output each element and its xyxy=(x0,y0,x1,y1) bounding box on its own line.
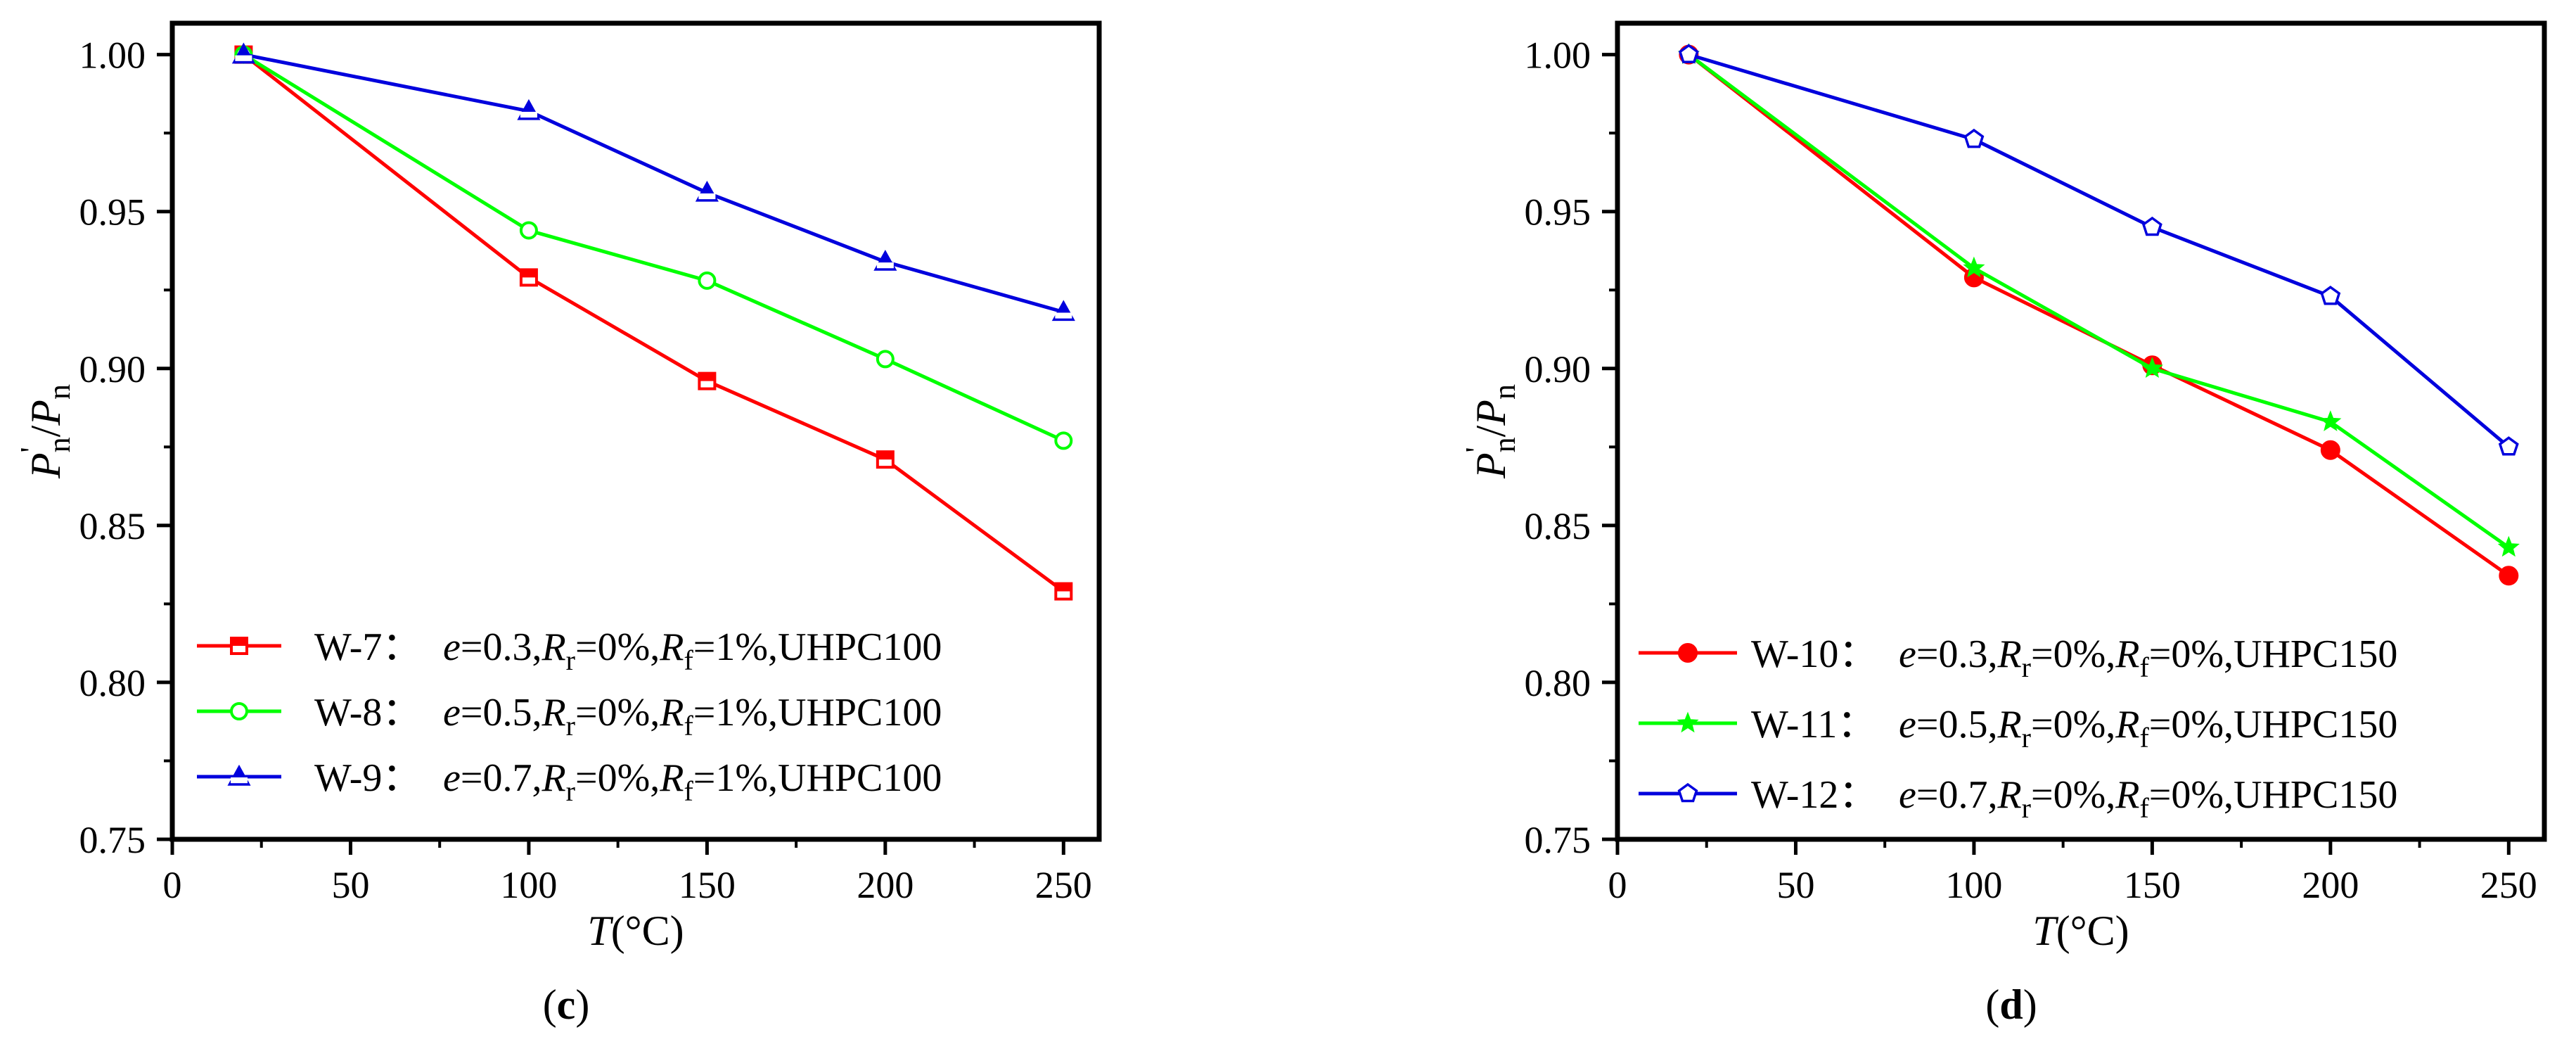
legend-item: W-8： e=0.5,Rr=0%,Rf=1%,UHPC100 xyxy=(197,691,942,742)
marker-circle xyxy=(876,350,895,369)
x-tick-label: 50 xyxy=(331,864,369,906)
marker-triangle-half xyxy=(235,55,252,61)
x-tick-label: 0 xyxy=(1608,864,1627,906)
x-tick-label: 200 xyxy=(2302,864,2359,906)
plot-frame xyxy=(1615,20,2547,842)
marker-star xyxy=(1677,711,1699,733)
y-tick-label: 1.00 xyxy=(1525,34,1591,77)
marker-square-half xyxy=(699,373,715,381)
marker-star xyxy=(1963,256,1985,278)
legend-series-name: W-9： xyxy=(314,756,421,800)
marker-square-half xyxy=(231,638,247,646)
y-tick-label: 0.90 xyxy=(79,348,146,390)
marker-star xyxy=(2141,357,2164,378)
marker-square-half xyxy=(877,452,893,460)
marker-circle xyxy=(2499,566,2519,586)
chart-panel-d: 0 50 100 150 200 250 0.75 0.80 0.85 0.90 0.95 1.00 T… xyxy=(1459,20,2547,1028)
chart-panel-c: 0 50 100 150 200 250 0.75 0.80 0.85 0.90 0.95 1.00 T… xyxy=(14,20,1102,1028)
y-tick-label: 0.85 xyxy=(79,505,146,547)
legend-series-detail: e=0.3,Rr=0%,Rf=1%,UHPC100 xyxy=(443,625,942,676)
x-axis-label: T(°C) xyxy=(2032,908,2129,954)
x-tick-label: 100 xyxy=(1945,864,2002,906)
x-tick-label: 150 xyxy=(679,864,736,906)
series-line xyxy=(243,53,1064,314)
series-line xyxy=(1687,53,2510,578)
legend-series-name: W-11： xyxy=(1751,703,1876,746)
x-tick-label: 250 xyxy=(2480,864,2537,906)
legend-item: W-7： e=0.3,Rr=0%,Rf=1%,UHPC100 xyxy=(197,625,942,676)
legend-series-detail: e=0.7,Rr=0%,Rf=1%,UHPC100 xyxy=(443,756,942,807)
marker-pentagon xyxy=(1677,782,1698,803)
legend-item: W-11： e=0.5,Rr=0%,Rf=0%,UHPC150 xyxy=(1639,703,2397,753)
y-axis-label: P'n/Pn xyxy=(1459,384,1522,479)
marker-pentagon xyxy=(2320,286,2341,305)
y-tick-label: 0.90 xyxy=(1525,348,1591,390)
series-line xyxy=(1688,53,2510,449)
marker-pentagon xyxy=(1678,44,1699,63)
marker-square-half xyxy=(520,269,537,278)
series-line xyxy=(242,53,1065,593)
x-tick-label: 250 xyxy=(1035,864,1092,906)
plot-frame xyxy=(169,20,1102,842)
marker-circle xyxy=(519,221,538,240)
y-tick-label: 0.80 xyxy=(1525,662,1591,704)
y-axis-label: P'n/Pn xyxy=(14,384,77,479)
y-tick-label: 0.85 xyxy=(1525,505,1591,547)
marker-triangle-half xyxy=(1055,312,1072,319)
marker-pentagon xyxy=(2498,436,2519,456)
x-axis-label: T(°C) xyxy=(587,908,684,954)
y-tick-label: 0.80 xyxy=(79,662,146,704)
series-W-9 xyxy=(231,42,1075,322)
marker-circle xyxy=(1678,643,1698,663)
panel-label: (d) xyxy=(1985,981,2037,1028)
legend-series-name: W-10： xyxy=(1751,632,1878,676)
legend-item: W-12： e=0.7,Rr=0%,Rf=0%,UHPC150 xyxy=(1639,773,2397,824)
marker-circle xyxy=(1054,431,1073,450)
marker-circle xyxy=(2320,440,2340,460)
marker-triangle-half xyxy=(520,111,537,118)
marker-pentagon xyxy=(2141,216,2162,236)
marker-triangle-half xyxy=(876,262,894,269)
legend-series-detail: e=0.7,Rr=0%,Rf=0%,UHPC150 xyxy=(1899,773,2397,824)
series-line xyxy=(243,53,1065,443)
series-W-10 xyxy=(1679,44,2519,586)
x-tick-label: 0 xyxy=(163,864,182,906)
series-W-8 xyxy=(234,45,1073,450)
marker-star xyxy=(2319,410,2342,431)
x-tick-label: 150 xyxy=(2124,864,2181,906)
legend-item: W-9： e=0.7,Rr=0%,Rf=1%,UHPC100 xyxy=(197,756,942,807)
marker-triangle-half xyxy=(698,193,716,200)
x-tick-label: 50 xyxy=(1776,864,1814,906)
legend-series-name: W-12： xyxy=(1751,773,1878,817)
marker-square-half xyxy=(1056,583,1072,592)
series-line xyxy=(1687,53,2510,549)
y-tick-label: 0.75 xyxy=(1525,819,1591,861)
marker-circle xyxy=(230,702,248,720)
y-tick-label: 0.75 xyxy=(79,819,146,861)
series-W-7 xyxy=(234,45,1073,601)
marker-pentagon xyxy=(1963,128,1985,148)
legend-series-detail: e=0.3,Rr=0%,Rf=0%,UHPC150 xyxy=(1899,632,2397,683)
series-W-12 xyxy=(1678,44,2519,456)
marker-star xyxy=(2497,535,2520,557)
marker-circle xyxy=(698,271,717,290)
marker-triangle-half xyxy=(231,777,248,784)
legend-series-name: W-8： xyxy=(314,691,421,734)
y-tick-label: 1.00 xyxy=(79,34,146,77)
x-tick-label: 100 xyxy=(500,864,557,906)
y-tick-label: 0.95 xyxy=(79,191,146,234)
legend-series-detail: e=0.5,Rr=0%,Rf=0%,UHPC150 xyxy=(1899,703,2397,753)
panel-label: (c) xyxy=(543,981,590,1028)
legend-item: W-10： e=0.3,Rr=0%,Rf=0%,UHPC150 xyxy=(1639,632,2397,683)
y-tick-label: 0.95 xyxy=(1525,191,1591,234)
legend-series-detail: e=0.5,Rr=0%,Rf=1%,UHPC100 xyxy=(443,691,942,742)
series-W-11 xyxy=(1677,43,2520,557)
x-tick-label: 200 xyxy=(857,864,914,906)
legend-series-name: W-7： xyxy=(314,625,421,669)
